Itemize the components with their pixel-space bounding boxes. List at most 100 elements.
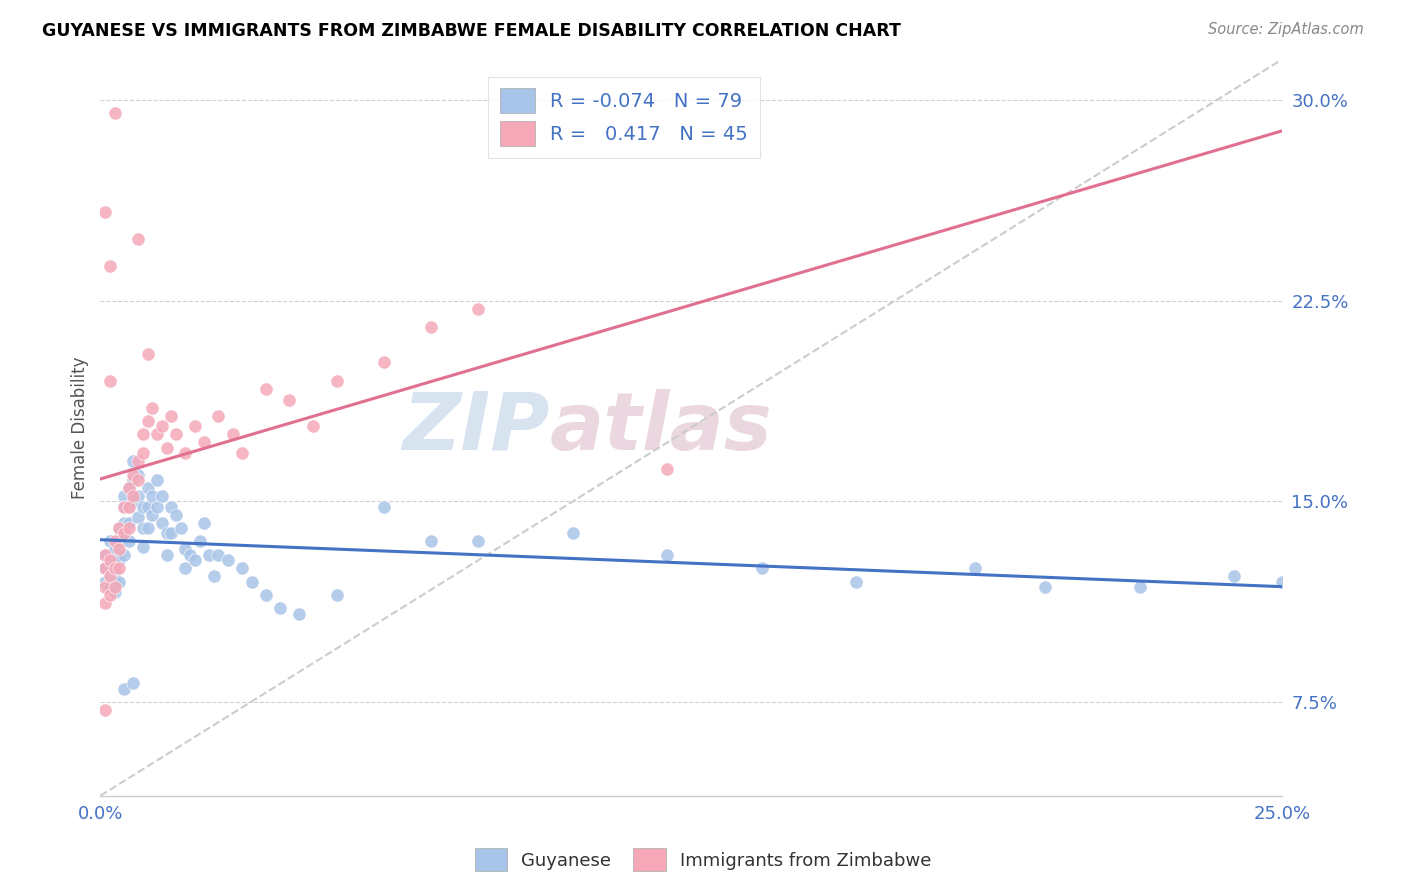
Point	[118, 481, 141, 495]
Point	[132, 540, 155, 554]
Point	[98, 374, 121, 388]
Point	[118, 500, 141, 514]
Point	[302, 419, 325, 434]
Point	[193, 435, 215, 450]
Point	[132, 521, 155, 535]
Point	[103, 534, 125, 549]
Point	[179, 548, 201, 562]
Point	[467, 534, 489, 549]
Point	[146, 473, 169, 487]
Point	[112, 500, 135, 514]
Point	[108, 534, 131, 549]
Point	[657, 462, 679, 476]
Point	[118, 500, 141, 514]
Point	[231, 446, 253, 460]
Point	[132, 500, 155, 514]
Point	[288, 607, 311, 621]
Point	[94, 561, 117, 575]
Point	[657, 548, 679, 562]
Point	[146, 500, 169, 514]
Point	[165, 427, 187, 442]
Point	[155, 548, 177, 562]
Point	[94, 580, 117, 594]
Point	[254, 588, 277, 602]
Point	[207, 409, 229, 423]
Point	[184, 419, 207, 434]
Point	[118, 516, 141, 530]
Point	[150, 419, 173, 434]
Point	[122, 494, 145, 508]
Point	[202, 569, 225, 583]
Point	[207, 548, 229, 562]
Point	[127, 510, 149, 524]
Point	[141, 489, 163, 503]
Point	[112, 526, 135, 541]
Point	[254, 382, 277, 396]
Point	[103, 553, 125, 567]
Y-axis label: Female Disability: Female Disability	[72, 357, 89, 499]
Point	[98, 580, 121, 594]
Point	[122, 473, 145, 487]
Point	[155, 441, 177, 455]
Point	[165, 508, 187, 522]
Point	[221, 427, 243, 442]
Point	[103, 580, 125, 594]
Point	[98, 553, 121, 567]
Point	[98, 534, 121, 549]
Point	[118, 521, 141, 535]
Point	[108, 542, 131, 557]
Point	[112, 500, 135, 514]
Point	[98, 569, 121, 583]
Point	[94, 561, 117, 575]
Point	[94, 548, 117, 562]
Point	[420, 534, 443, 549]
Point	[98, 588, 121, 602]
Point	[132, 427, 155, 442]
Point	[127, 467, 149, 482]
Point	[155, 526, 177, 541]
Point	[1223, 569, 1246, 583]
Point	[122, 489, 145, 503]
Point	[160, 409, 183, 423]
Point	[240, 574, 263, 589]
Point	[127, 454, 149, 468]
Point	[127, 232, 149, 246]
Point	[118, 534, 141, 549]
Point	[184, 553, 207, 567]
Point	[373, 355, 395, 369]
Point	[231, 561, 253, 575]
Text: GUYANESE VS IMMIGRANTS FROM ZIMBABWE FEMALE DISABILITY CORRELATION CHART: GUYANESE VS IMMIGRANTS FROM ZIMBABWE FEM…	[42, 22, 901, 40]
Point	[108, 521, 131, 535]
Point	[217, 553, 239, 567]
Point	[1129, 580, 1152, 594]
Point	[108, 574, 131, 589]
Point	[122, 467, 145, 482]
Point	[112, 548, 135, 562]
Point	[94, 596, 117, 610]
Point	[127, 473, 149, 487]
Point	[98, 259, 121, 273]
Point	[94, 205, 117, 219]
Point	[118, 481, 141, 495]
Point	[103, 585, 125, 599]
Point	[112, 489, 135, 503]
Legend: R = -0.074   N = 79, R =   0.417   N = 45: R = -0.074 N = 79, R = 0.417 N = 45	[488, 77, 759, 158]
Point	[98, 553, 121, 567]
Point	[188, 534, 211, 549]
Point	[845, 574, 868, 589]
Point	[170, 521, 193, 535]
Point	[160, 500, 183, 514]
Point	[103, 106, 125, 120]
Point	[150, 516, 173, 530]
Point	[751, 561, 773, 575]
Point	[112, 681, 135, 696]
Point	[325, 374, 347, 388]
Point	[174, 561, 197, 575]
Point	[325, 588, 347, 602]
Point	[193, 516, 215, 530]
Legend: Guyanese, Immigrants from Zimbabwe: Guyanese, Immigrants from Zimbabwe	[467, 841, 939, 879]
Point	[122, 454, 145, 468]
Point	[108, 553, 131, 567]
Point	[198, 548, 221, 562]
Point	[136, 414, 159, 428]
